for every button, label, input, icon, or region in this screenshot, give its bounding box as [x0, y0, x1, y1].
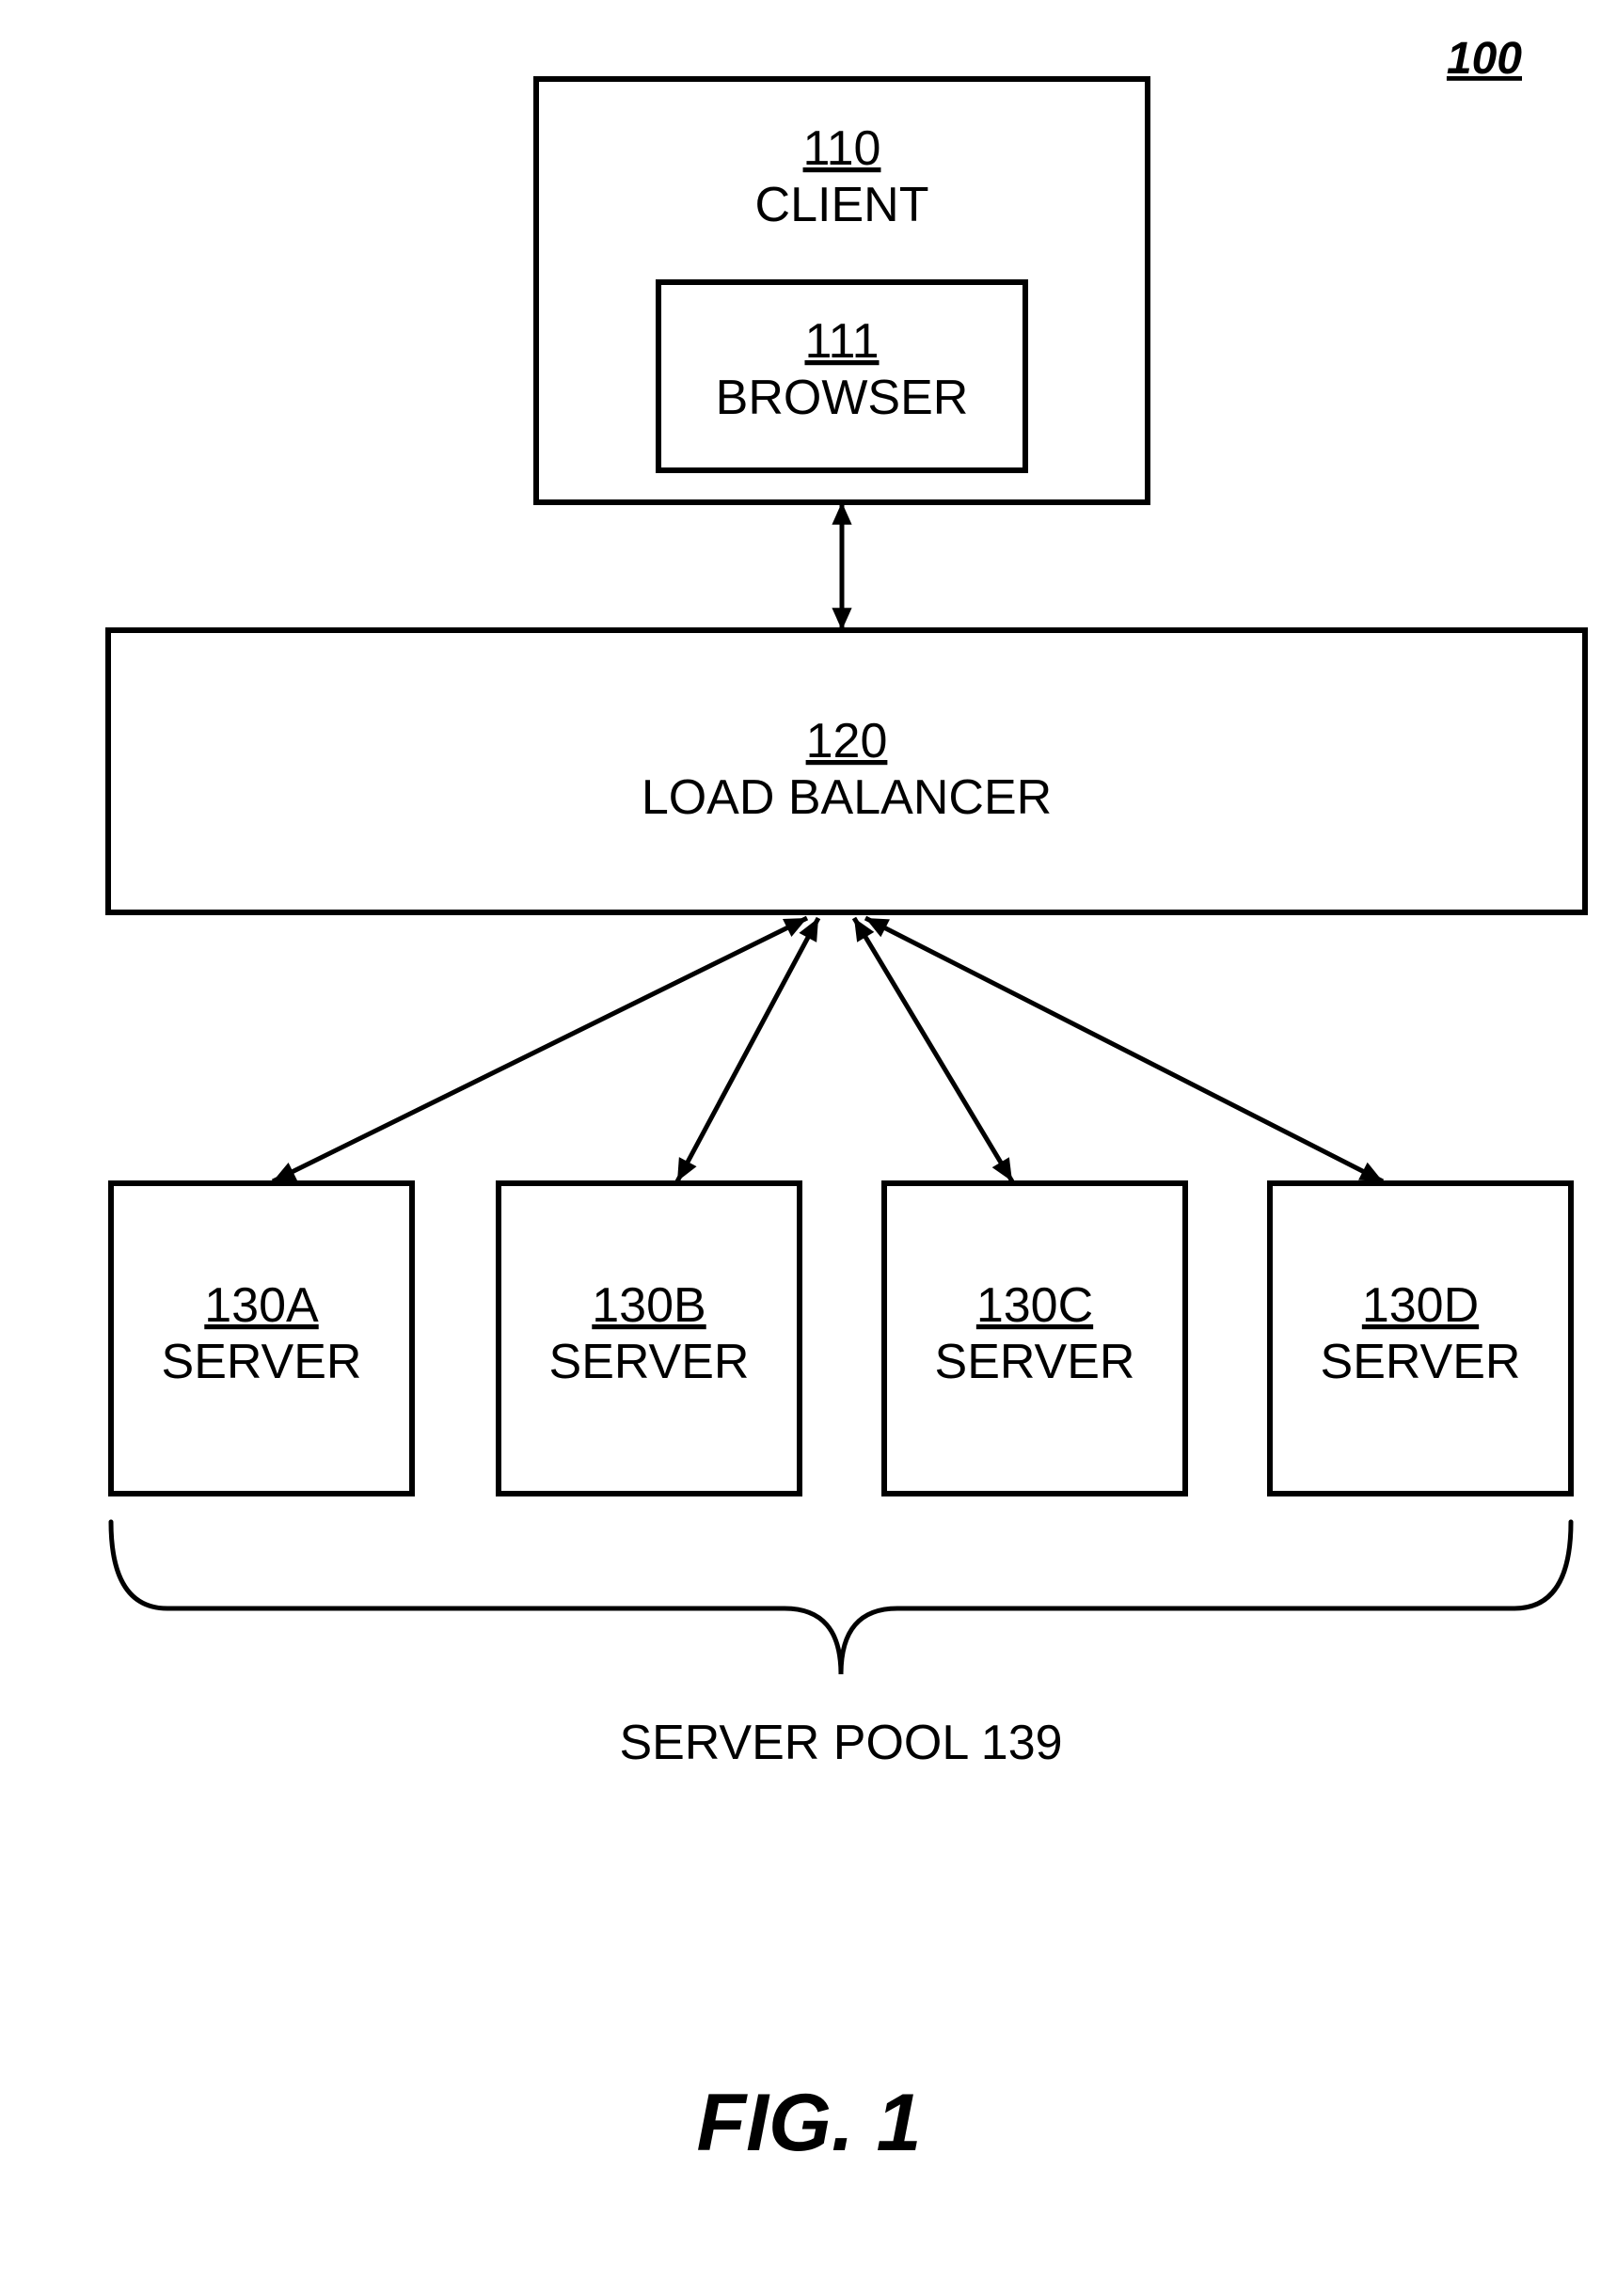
lb-to-server-arrow-3 [865, 918, 1383, 1181]
server-ref-C: 130C [976, 1278, 1093, 1333]
figure-reference-100: 100 [1447, 34, 1522, 84]
browser-ref: 111 [804, 314, 879, 369]
server-label-A: SERVER [162, 1335, 362, 1389]
lb-to-server-arrow-1 [677, 918, 818, 1181]
server-label-B: SERVER [549, 1335, 750, 1389]
server-label-D: SERVER [1321, 1335, 1521, 1389]
client-ref: 110 [803, 121, 881, 176]
arrow-head-icon [832, 502, 851, 525]
client-label: CLIENT [755, 178, 929, 232]
lb-to-server-arrow-2 [854, 918, 1012, 1181]
server-ref-A: 130A [204, 1278, 319, 1333]
server-pool-label: SERVER POOL 139 [619, 1716, 1062, 1770]
server-ref-D: 130D [1362, 1278, 1479, 1333]
figure-label: FIG. 1 [697, 2078, 922, 2168]
server-pool-brace-icon [111, 1522, 1571, 1674]
browser-label: BROWSER [716, 371, 969, 425]
load-balancer-ref: 120 [806, 714, 888, 768]
server-label-C: SERVER [935, 1335, 1135, 1389]
lb-to-server-arrow-0 [273, 918, 807, 1181]
server-ref-B: 130B [592, 1278, 705, 1333]
arrow-head-icon [832, 608, 851, 630]
load-balancer-label: LOAD BALANCER [642, 770, 1052, 825]
